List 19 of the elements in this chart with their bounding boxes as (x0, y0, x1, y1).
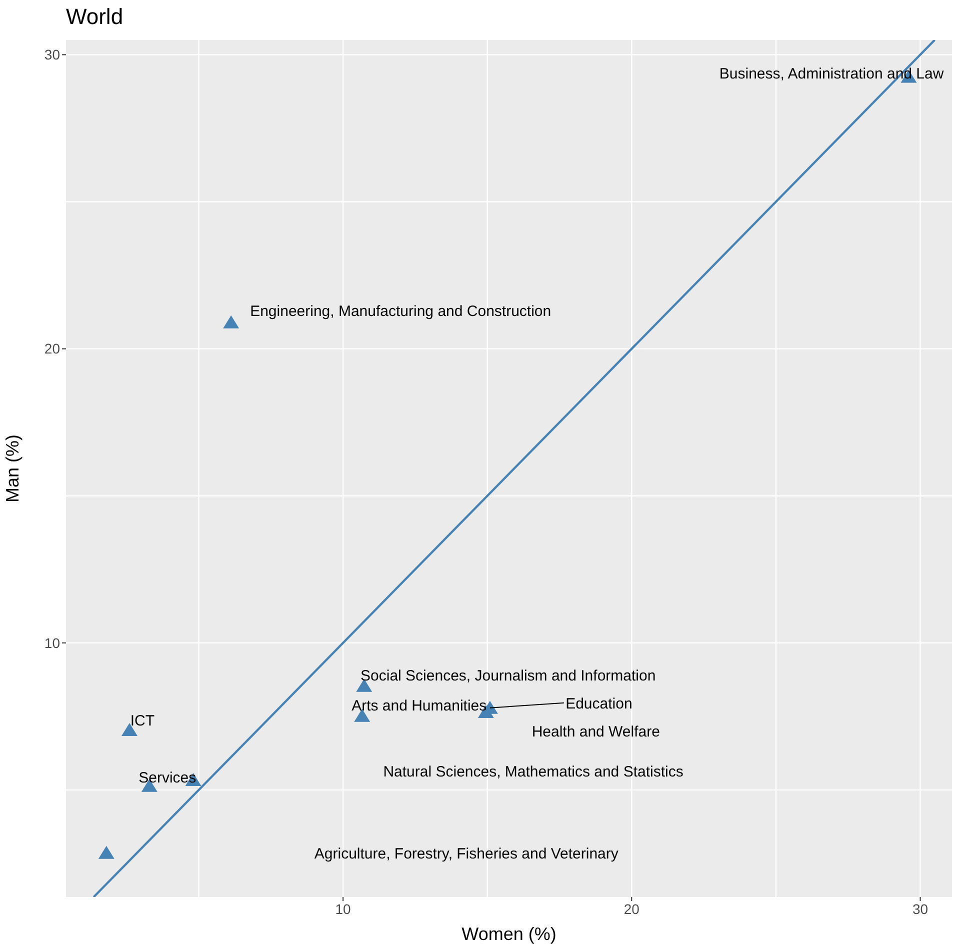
annotation: Agriculture, Forestry, Fisheries and Veterinary (314, 845, 619, 862)
x-tick-label: 10 (335, 901, 352, 917)
x-tick-label: 30 (912, 901, 928, 917)
y-axis-title: Man (%) (2, 434, 22, 503)
point (98, 846, 114, 859)
annotation: ICT (130, 712, 155, 730)
annotation: Engineering, Manufacturing and Construction (250, 302, 552, 320)
y-tick-label: 20 (44, 340, 60, 357)
point (223, 315, 240, 328)
annotation: Arts and Humanities (352, 697, 487, 714)
x-tick-label: 20 (624, 901, 640, 917)
annotation: Social Sciences, Journalism and Information (360, 667, 656, 684)
x-axis-title: Women (%) (462, 924, 556, 944)
chart-title: World (66, 4, 124, 30)
y-tick-label: 10 (44, 634, 60, 651)
annotation: Education (566, 695, 632, 712)
annotation: Health and Welfare (532, 724, 660, 741)
y-tick-label: 30 (44, 46, 60, 63)
annotation: Natural Sciences, Mathematics and Statistics (383, 763, 684, 780)
